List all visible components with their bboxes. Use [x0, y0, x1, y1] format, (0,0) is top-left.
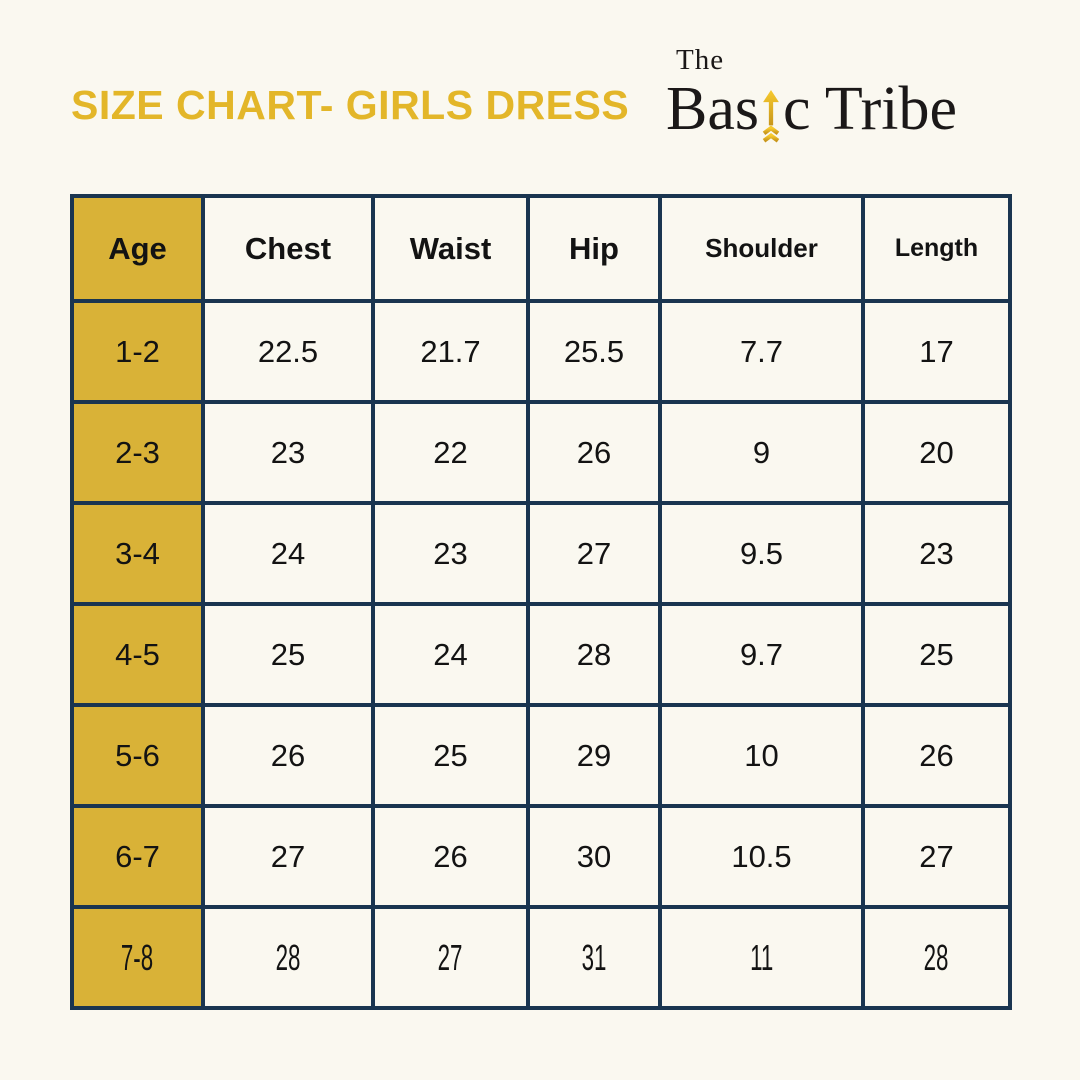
measurement-cell: 22.5 — [201, 299, 375, 404]
table-row: 2-3 23 22 26 9 20 — [70, 400, 1012, 505]
measurement-cell: 27 — [201, 804, 375, 909]
column-header-length: Length — [861, 194, 1012, 303]
measurement-cell: 26 — [526, 400, 662, 505]
measurement-cell: 25 — [861, 602, 1012, 707]
column-header-shoulder: Shoulder — [658, 194, 865, 303]
measurement-cell: 23 — [201, 400, 375, 505]
logo-word-the: The — [676, 44, 725, 76]
measurement-cell: 20 — [861, 400, 1012, 505]
logo-text-bas: Bas — [666, 75, 759, 143]
measurement-cell: 29 — [526, 703, 662, 808]
table-row: 1-2 22.5 21.7 25.5 7.7 17 — [70, 299, 1012, 404]
measurement-cell: 27 — [861, 804, 1012, 909]
measurement-cell: 28 — [526, 602, 662, 707]
age-cell: 5-6 — [70, 703, 205, 808]
table-body: 1-2 22.5 21.7 25.5 7.7 17 2-3 23 22 26 9 20 3-4 24 23 2… — [70, 299, 1012, 1010]
column-header-hip: Hip — [526, 194, 662, 303]
measurement-cell: 9.5 — [658, 501, 865, 606]
column-header-age: Age — [70, 194, 205, 303]
table-row: 7-8 28 27 31 11 28 — [70, 905, 1012, 1010]
logo-word-basic-tribe: Bas c Tribe — [666, 75, 957, 143]
up-arrow-icon — [760, 90, 782, 144]
measurement-cell: 26 — [201, 703, 375, 808]
table-row: 3-4 24 23 27 9.5 23 — [70, 501, 1012, 606]
measurement-cell: 26 — [371, 804, 530, 909]
measurement-cell: 17 — [861, 299, 1012, 404]
measurement-cell: 9 — [658, 400, 865, 505]
column-header-chest: Chest — [201, 194, 375, 303]
measurement-cell: 7.7 — [658, 299, 865, 404]
table-row: 6-7 27 26 30 10.5 27 — [70, 804, 1012, 909]
measurement-cell: 27 — [371, 905, 530, 1010]
logo-text-c-tribe: c Tribe — [783, 75, 957, 143]
measurement-cell: 23 — [861, 501, 1012, 606]
measurement-cell: 25 — [201, 602, 375, 707]
column-header-waist: Waist — [371, 194, 530, 303]
age-cell: 7-8 — [70, 905, 205, 1010]
measurement-cell: 11 — [658, 905, 865, 1010]
measurement-cell: 10.5 — [658, 804, 865, 909]
measurement-cell: 9.7 — [658, 602, 865, 707]
measurement-cell: 22 — [371, 400, 530, 505]
header-row: Age Chest Waist Hip Shoulder Length — [70, 194, 1012, 303]
table-header: Age Chest Waist Hip Shoulder Length — [70, 194, 1012, 303]
measurement-cell: 28 — [861, 905, 1012, 1010]
table-row: 4-5 25 24 28 9.7 25 — [70, 602, 1012, 707]
measurement-cell: 25 — [371, 703, 530, 808]
measurement-cell: 26 — [861, 703, 1012, 808]
measurement-cell: 24 — [371, 602, 530, 707]
measurement-cell: 25.5 — [526, 299, 662, 404]
size-chart-table: Age Chest Waist Hip Shoulder Length 1-2 22.5 21… — [70, 194, 1012, 1010]
brand-logo: The Bas c Tribe — [666, 44, 957, 143]
measurement-cell: 10 — [658, 703, 865, 808]
age-cell: 1-2 — [70, 299, 205, 404]
size-chart-table-container: Age Chest Waist Hip Shoulder Length 1-2 22.5 21… — [70, 194, 1012, 1010]
measurement-cell: 28 — [201, 905, 375, 1010]
measurement-cell: 21.7 — [371, 299, 530, 404]
measurement-cell: 31 — [526, 905, 662, 1010]
measurement-cell: 23 — [371, 501, 530, 606]
age-cell: 2-3 — [70, 400, 205, 505]
age-cell: 6-7 — [70, 804, 205, 909]
measurement-cell: 30 — [526, 804, 662, 909]
age-cell: 4-5 — [70, 602, 205, 707]
measurement-cell: 24 — [201, 501, 375, 606]
page-title: SIZE CHART- GIRLS DRESS — [71, 82, 630, 128]
measurement-cell: 27 — [526, 501, 662, 606]
table-row: 5-6 26 25 29 10 26 — [70, 703, 1012, 808]
age-cell: 3-4 — [70, 501, 205, 606]
